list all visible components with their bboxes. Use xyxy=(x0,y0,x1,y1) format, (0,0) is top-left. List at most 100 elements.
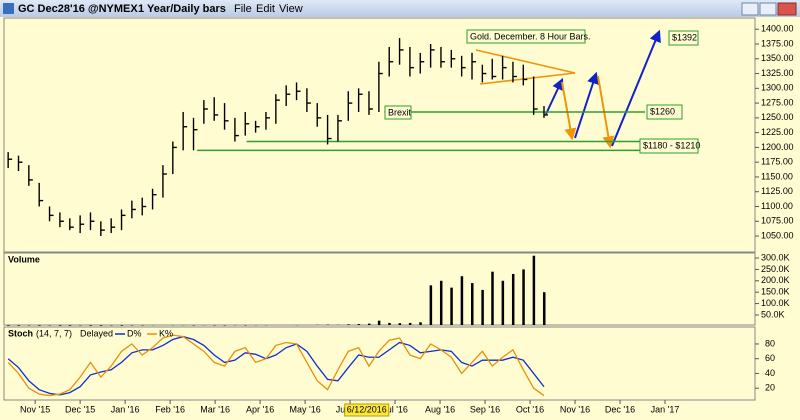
annotation-box xyxy=(646,104,683,120)
menu-edit[interactable]: Edit xyxy=(256,3,275,15)
volume-bar xyxy=(501,280,505,325)
legend-label: K% xyxy=(159,328,173,338)
x-tick-label: Mar '16 xyxy=(200,404,230,414)
volume-bar xyxy=(532,255,536,325)
y-tick-label: 200.0K xyxy=(761,275,790,285)
annotation: Brexit xyxy=(388,107,412,117)
volume-bar xyxy=(7,325,10,326)
volume-bar xyxy=(38,325,41,326)
y-tick-label: 1175.00 xyxy=(761,157,793,167)
y-tick-label: 100.0K xyxy=(761,298,790,308)
volume-bar xyxy=(347,324,350,325)
volume-bar xyxy=(89,325,92,326)
x-tick-label: Nov '16 xyxy=(560,404,590,414)
volume-bar xyxy=(419,322,422,325)
y-tick-label: 1200.00 xyxy=(761,142,794,152)
menu-view[interactable]: View xyxy=(279,3,303,15)
y-tick-label: 20 xyxy=(765,383,775,393)
projection-arrow xyxy=(574,71,599,139)
annotation-box xyxy=(668,30,699,46)
y-tick-label: 40 xyxy=(765,368,775,378)
stoch-line xyxy=(7,334,545,397)
volume-bar xyxy=(367,323,371,325)
x-tick-label: Oct '16 xyxy=(516,404,544,414)
y-tick-label: 1250.00 xyxy=(761,112,794,122)
x-tick-label: Aug '16 xyxy=(425,404,455,414)
y-tick-label: 1100.00 xyxy=(761,201,793,211)
y-tick-label: 1150.00 xyxy=(761,171,793,181)
x-tick-label: Sep '16 xyxy=(470,404,500,414)
title-bar xyxy=(0,0,800,17)
projection-arrow xyxy=(561,81,577,141)
annotation: Gold. December. 8 Hour Bars. xyxy=(470,31,591,41)
y-tick-label: 1050.00 xyxy=(761,230,794,240)
x-tick-label: Dec '15 xyxy=(65,404,95,414)
volume-bar xyxy=(429,285,433,325)
y-tick-label: 1300.00 xyxy=(761,83,794,93)
x-tick-label: Nov '15 xyxy=(20,404,50,414)
volume-title: Volume xyxy=(8,254,40,264)
maximize-button[interactable] xyxy=(759,2,777,16)
app-icon xyxy=(3,3,14,14)
volume-bar xyxy=(120,325,124,326)
annotation: $1392 xyxy=(672,32,697,42)
y-tick-label: 1400.00 xyxy=(761,24,794,34)
y-tick-label: 1325.00 xyxy=(761,68,794,78)
volume-bar xyxy=(511,273,515,325)
y-tick-label: 300.0K xyxy=(761,252,790,262)
annotation: $1180 - $1210 xyxy=(643,140,700,150)
triangle-pattern xyxy=(475,49,576,85)
x-tick-label: Jan '16 xyxy=(111,404,140,414)
y-tick-label: 80 xyxy=(765,338,775,348)
x-tick-label: May '16 xyxy=(289,404,320,414)
volume-bar xyxy=(439,280,443,325)
volume-bar xyxy=(481,289,484,325)
close-button[interactable] xyxy=(777,2,797,16)
y-tick-label: 1125.00 xyxy=(761,186,793,196)
projection-arrow xyxy=(597,75,615,149)
volume-bar xyxy=(450,287,453,325)
y-tick-label: 50.0K xyxy=(761,309,785,319)
y-tick-label: 1075.00 xyxy=(761,216,794,226)
volume-bar xyxy=(377,320,381,325)
volume-bar xyxy=(542,292,546,325)
annotation-box xyxy=(384,105,412,120)
volume-bar xyxy=(58,325,62,326)
x-tick-label: Apr '16 xyxy=(246,404,274,414)
symbol: GC Dec28'16 @NYMEX xyxy=(18,3,138,15)
minimize-button[interactable] xyxy=(741,2,759,16)
legend-label: D% xyxy=(127,328,142,338)
volume-bar xyxy=(99,325,103,326)
y-tick-label: 1275.00 xyxy=(761,97,794,107)
volume-bar xyxy=(460,276,464,325)
stoch-params: (14, 7, 7) xyxy=(36,328,72,338)
volume-bar xyxy=(357,324,361,325)
y-tick-label: 1225.00 xyxy=(761,127,794,137)
volume-bar xyxy=(408,322,412,325)
volume-bar xyxy=(471,283,474,325)
projection-arrow xyxy=(611,29,661,147)
x-tick-label: Dec '16 xyxy=(605,404,635,414)
price-pane xyxy=(3,17,756,253)
annotation-box xyxy=(639,138,699,154)
y-tick-label: 1350.00 xyxy=(761,53,794,63)
stoch-title: Stoch xyxy=(8,328,33,338)
period: 1 Year/Daily bars xyxy=(138,3,226,15)
volume-bar xyxy=(522,269,525,325)
projection-arrow xyxy=(545,77,564,115)
annotation-box xyxy=(466,29,586,44)
stoch-pane xyxy=(3,326,756,401)
y-tick-label: 60 xyxy=(765,353,775,363)
volume-bar xyxy=(388,322,391,325)
volume-bar xyxy=(491,271,494,325)
annotation: $1260 xyxy=(650,106,675,116)
volume-bar xyxy=(398,323,402,325)
y-tick-label: 1375.00 xyxy=(761,38,794,48)
cursor-date: 6/12/2016 xyxy=(347,404,387,414)
stoch-mode: Delayed xyxy=(80,328,113,338)
menu-file[interactable]: File xyxy=(234,3,252,15)
y-tick-label: 150.0K xyxy=(761,287,790,297)
x-tick-label: Jul '16 xyxy=(382,404,408,414)
cursor-date-box xyxy=(344,403,390,417)
